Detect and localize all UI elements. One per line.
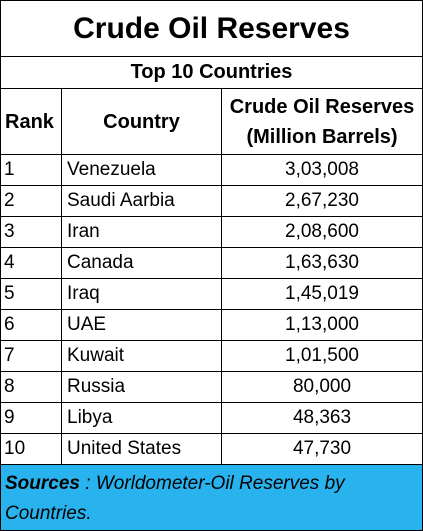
country-cell: Venezuela [61,154,222,186]
table-row: 5 Iraq 1,45,019 [0,278,423,310]
reserves-cell: 3,03,008 [220,154,423,186]
subtitle-row: Top 10 Countries [0,56,423,89]
reserves-cell: 48,363 [220,402,423,434]
rank-cell: 4 [0,247,62,279]
table-row: 2 Saudi Aarbia 2,67,230 [0,185,423,217]
country-cell: Iran [61,216,222,248]
sources-note: Sources : Worldometer-Oil Reserves by Co… [0,464,423,531]
sources-row: Sources : Worldometer-Oil Reserves by Co… [0,464,423,531]
rank-cell: 6 [0,309,62,341]
reserves-cell: 80,000 [220,371,423,403]
reserves-cell: 2,67,230 [220,185,423,217]
title-row: Crude Oil Reserves [0,0,423,57]
rank-cell: 1 [0,154,62,186]
table-row: 6 UAE 1,13,000 [0,309,423,341]
country-cell: United States [61,433,222,465]
country-cell: Kuwait [61,340,222,372]
country-cell: Canada [61,247,222,279]
rank-cell: 5 [0,278,62,310]
table-subtitle: Top 10 Countries [0,56,423,89]
table-row: 3 Iran 2,08,600 [0,216,423,248]
rank-cell: 8 [0,371,62,403]
sources-label: Sources [5,473,80,494]
rank-cell: 2 [0,185,62,217]
rank-cell: 3 [0,216,62,248]
reserves-cell: 1,63,630 [220,247,423,279]
country-cell: UAE [61,309,222,341]
table-row: 8 Russia 80,000 [0,371,423,403]
table-row: 10 United States 47,730 [0,433,423,465]
reserves-header-line2: (Million Barrels) [246,125,398,148]
rank-header: Rank [0,88,62,155]
header-row: Rank Country Crude Oil Reserves (Million… [0,88,423,155]
table-row: 4 Canada 1,63,630 [0,247,423,279]
rank-cell: 7 [0,340,62,372]
sources-text: : Worldometer-Oil Reserves by Countries. [5,473,345,524]
reserves-cell: 47,730 [220,433,423,465]
reserves-cell: 1,13,000 [220,309,423,341]
country-cell: Libya [61,402,222,434]
rank-cell: 9 [0,402,62,434]
reserves-cell: 2,08,600 [220,216,423,248]
reserves-header: Crude Oil Reserves (Million Barrels) [220,88,423,155]
reserves-header-line1: Crude Oil Reserves [229,95,415,118]
rank-cell: 10 [0,433,62,465]
country-header: Country [61,88,222,155]
table-row: 7 Kuwait 1,01,500 [0,340,423,372]
country-cell: Saudi Aarbia [61,185,222,217]
table-title: Crude Oil Reserves [0,0,423,57]
reserves-cell: 1,45,019 [220,278,423,310]
country-cell: Russia [61,371,222,403]
country-cell: Iraq [61,278,222,310]
reserves-cell: 1,01,500 [220,340,423,372]
table-row: 9 Libya 48,363 [0,402,423,434]
table-row: 1 Venezuela 3,03,008 [0,154,423,186]
